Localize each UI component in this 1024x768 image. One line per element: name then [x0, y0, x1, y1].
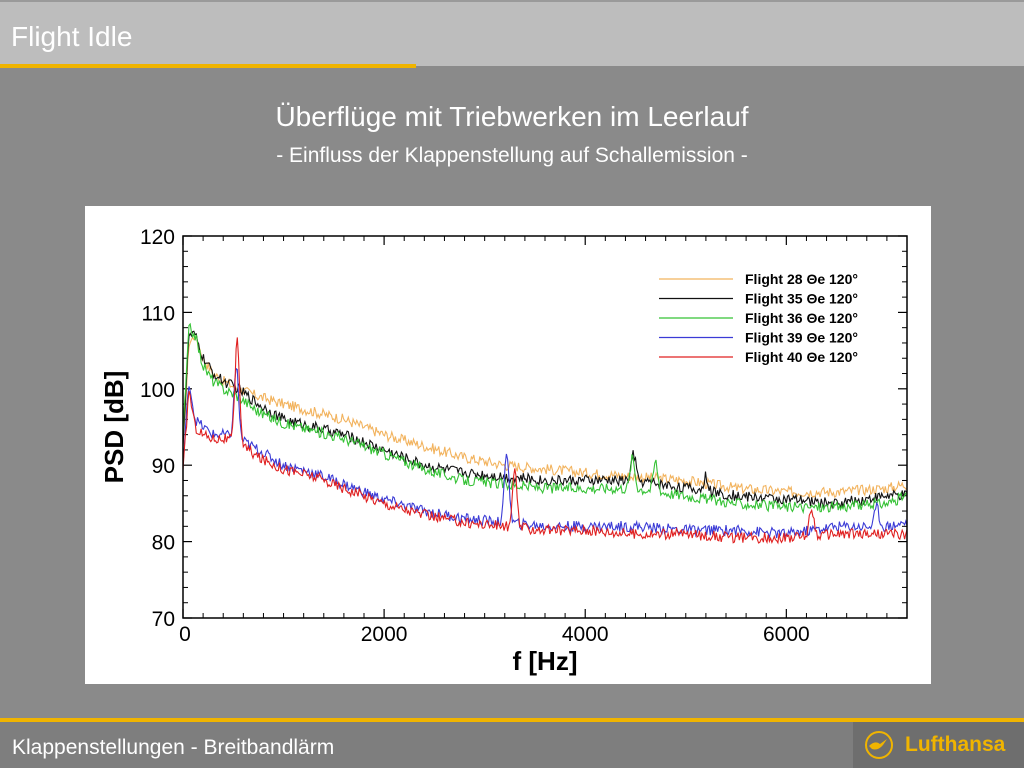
y-tick-label: 70 [152, 608, 175, 631]
chart-panel: 70 80 90 100 110 120 0 2000 4000 6000 f [Hz] PSD … [85, 206, 931, 684]
legend-label: Flight 35 Θe 120° [745, 291, 858, 307]
y-tick-label: 100 [140, 379, 175, 402]
legend-label: Flight 39 Θe 120° [745, 330, 858, 346]
crane-icon [865, 731, 893, 759]
psd-chart: 70 80 90 100 110 120 0 2000 4000 6000 f [Hz] PSD … [99, 226, 908, 676]
y-axis-label: PSD [dB] [99, 371, 129, 484]
axis-ticks: 70 80 90 100 110 120 0 2000 4000 6000 [140, 226, 907, 646]
y-tick-label: 120 [140, 226, 175, 249]
footer-text: Klappenstellungen - Breitbandlärm [12, 736, 335, 759]
series-line [183, 337, 907, 545]
legend-label: Flight 40 Θe 120° [745, 349, 858, 365]
series-line [183, 333, 907, 499]
y-tick-label: 90 [152, 455, 175, 478]
series-lines [183, 322, 907, 545]
slide-header: Flight Idle [0, 0, 1024, 66]
slide-footer: Klappenstellungen - Breitbandlärm Luftha… [0, 722, 1024, 768]
series-line [183, 367, 907, 540]
slide-title: Überflüge mit Triebwerken im Leerlauf [275, 101, 749, 132]
series-line [183, 330, 907, 510]
legend-label: Flight 28 Θe 120° [745, 271, 858, 287]
logo-text: Lufthansa [905, 733, 1006, 756]
x-tick-label: 6000 [763, 623, 810, 646]
x-tick-label: 2000 [361, 623, 408, 646]
chart-legend: Flight 28 Θe 120° Flight 35 Θe 120° Flight… [659, 271, 858, 365]
y-tick-label: 110 [142, 302, 175, 325]
y-tick-label: 80 [152, 532, 175, 555]
x-tick-label: 4000 [562, 623, 609, 646]
x-axis-label: f [Hz] [513, 646, 578, 676]
header-title: Flight Idle [11, 21, 133, 52]
slide-subtitle: - Einfluss der Klappenstellung auf Schal… [276, 144, 748, 167]
footer-accent-bar [0, 718, 1024, 722]
plot-frame [182, 235, 908, 619]
lufthansa-logo: Lufthansa [853, 722, 1024, 768]
series-line [183, 322, 907, 515]
legend-label: Flight 36 Θe 120° [745, 310, 858, 326]
x-tick-label: 0 [179, 623, 191, 646]
header-accent-bar [0, 64, 416, 68]
